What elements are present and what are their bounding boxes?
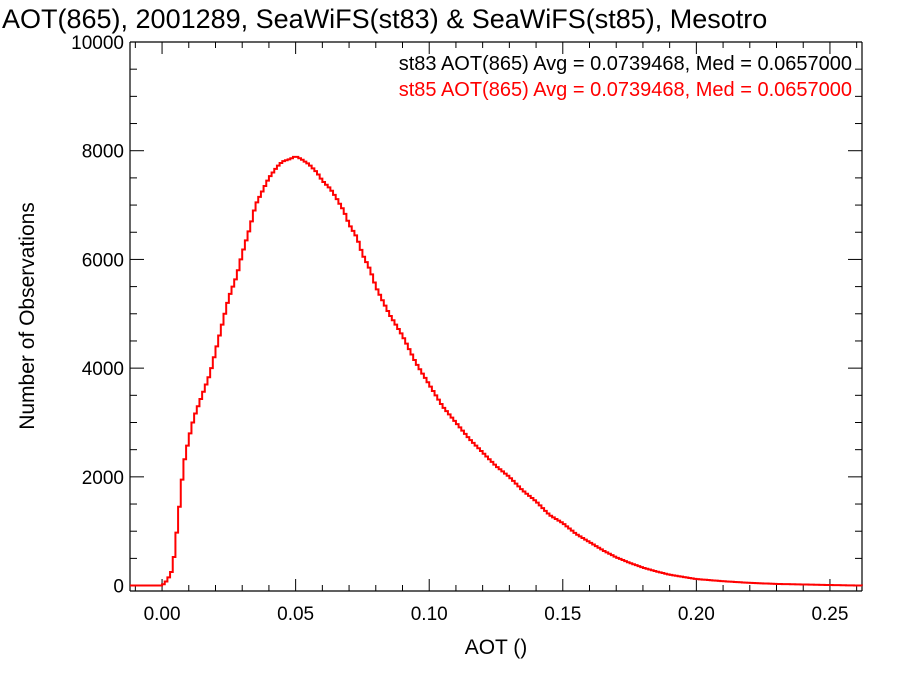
axis-ticks	[130, 41, 862, 591]
y-tick-label: 6000	[82, 250, 124, 271]
y-tick-label: 2000	[82, 468, 124, 489]
x-tick-label: 0.10	[411, 604, 448, 625]
y-tick-label: 4000	[82, 359, 124, 380]
y-tick-label: 10000	[71, 33, 124, 54]
annotation-st85: st85 AOT(865) Avg = 0.0739468, Med = 0.0…	[399, 79, 852, 101]
y-tick-label: 0	[113, 577, 124, 598]
x-tick-label: 0.25	[811, 604, 848, 625]
x-tick-label: 0.20	[678, 604, 715, 625]
x-axis-label: AOT ()	[465, 636, 528, 659]
x-tick-label: 0.15	[544, 604, 581, 625]
y-tick-label: 8000	[82, 142, 124, 163]
series-histogram-line	[130, 155, 863, 587]
annotation-st83: st83 AOT(865) Avg = 0.0739468, Med = 0.0…	[399, 53, 852, 75]
x-tick-label: 0.05	[277, 604, 314, 625]
tick-labels: 0.00 0.05 0.10 0.15 0.20 0.25 0 2000 4000 6000 800…	[71, 33, 848, 625]
chart-title: AOT(865), 2001289, SeaWiFS(st83) & SeaWi…	[2, 4, 767, 34]
plot-frame	[129, 41, 863, 592]
x-tick-label: 0.00	[144, 604, 181, 625]
y-axis-label: Number of Observations	[16, 202, 39, 430]
